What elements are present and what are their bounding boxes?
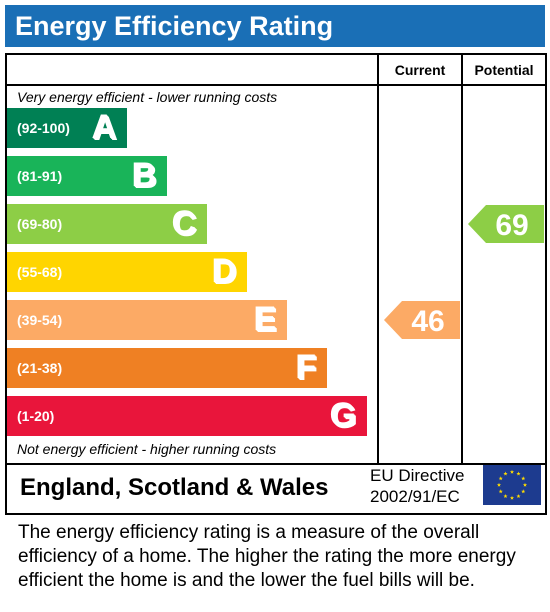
current-rating-arrow: 46 <box>384 301 460 339</box>
band-letter: A <box>92 109 117 147</box>
current-arrow-shape <box>384 301 460 339</box>
eu-star <box>498 476 503 481</box>
potential-rating-arrow: 69 <box>468 205 544 243</box>
rating-band-d: (55-68) D <box>7 252 247 292</box>
caption-inefficient: Not energy efficient - higher running co… <box>17 441 277 457</box>
eu-directive: EU Directive 2002/91/EC <box>370 465 464 507</box>
eu-stars <box>496 469 528 500</box>
rating-band-f: (21-38) F <box>7 348 327 388</box>
title-bar: Energy Efficiency Rating <box>5 5 545 47</box>
eu-star <box>521 476 526 481</box>
eu-star <box>509 469 515 474</box>
potential-arrow-shape <box>468 205 544 243</box>
eu-star <box>496 482 502 487</box>
column-divider <box>461 55 463 463</box>
rating-band-e: (39-54) E <box>7 300 287 340</box>
band-range-label: (92-100) <box>17 120 70 136</box>
caption-efficient: Very energy efficient - lower running co… <box>17 89 278 105</box>
potential-column-header: Potential <box>474 62 534 78</box>
eu-star <box>516 494 521 499</box>
country-label: England, Scotland & Wales <box>20 474 329 501</box>
current-column-header: Current <box>394 62 446 78</box>
eu-flag-icon <box>483 465 541 505</box>
band-letter: D <box>212 253 237 291</box>
rating-band-b: (81-91) B <box>7 156 167 196</box>
eu-star <box>509 495 515 500</box>
rating-band-c: (69-80) C <box>7 204 207 244</box>
potential-rating-value: 69 <box>495 209 528 242</box>
eu-star <box>522 482 528 487</box>
band-letter: F <box>296 349 317 387</box>
band-letter: G <box>330 397 357 435</box>
description-text: The energy efficiency rating is a measur… <box>18 522 516 591</box>
band-range-label: (21-38) <box>17 360 63 376</box>
rating-chart: Current Potential Very energy efficient … <box>5 53 547 465</box>
band-letter: E <box>254 301 277 339</box>
band-range-label: (55-68) <box>17 264 63 280</box>
directive-line-2: 2002/91/EC <box>370 487 460 506</box>
page-title: Energy Efficiency Rating <box>15 11 334 41</box>
rating-band-a: (92-100) A <box>7 108 127 148</box>
header-divider <box>7 84 545 86</box>
band-range-label: (39-54) <box>17 312 63 328</box>
footer-box: England, Scotland & Wales EU Directive 2… <box>5 461 547 515</box>
eu-star <box>516 471 521 476</box>
band-range-label: (1-20) <box>17 408 55 424</box>
eu-star <box>503 471 508 476</box>
eu-star <box>498 489 503 494</box>
column-divider <box>377 55 379 463</box>
band-range-label: (81-91) <box>17 168 63 184</box>
eu-star <box>521 489 526 494</box>
band-letter: C <box>172 205 197 243</box>
band-range-label: (69-80) <box>17 216 63 232</box>
current-rating-value: 46 <box>411 305 444 338</box>
rating-band-g: (1-20) G <box>7 396 367 436</box>
eu-star <box>503 494 508 499</box>
directive-line-1: EU Directive <box>370 466 465 485</box>
band-letter: B <box>132 157 157 195</box>
